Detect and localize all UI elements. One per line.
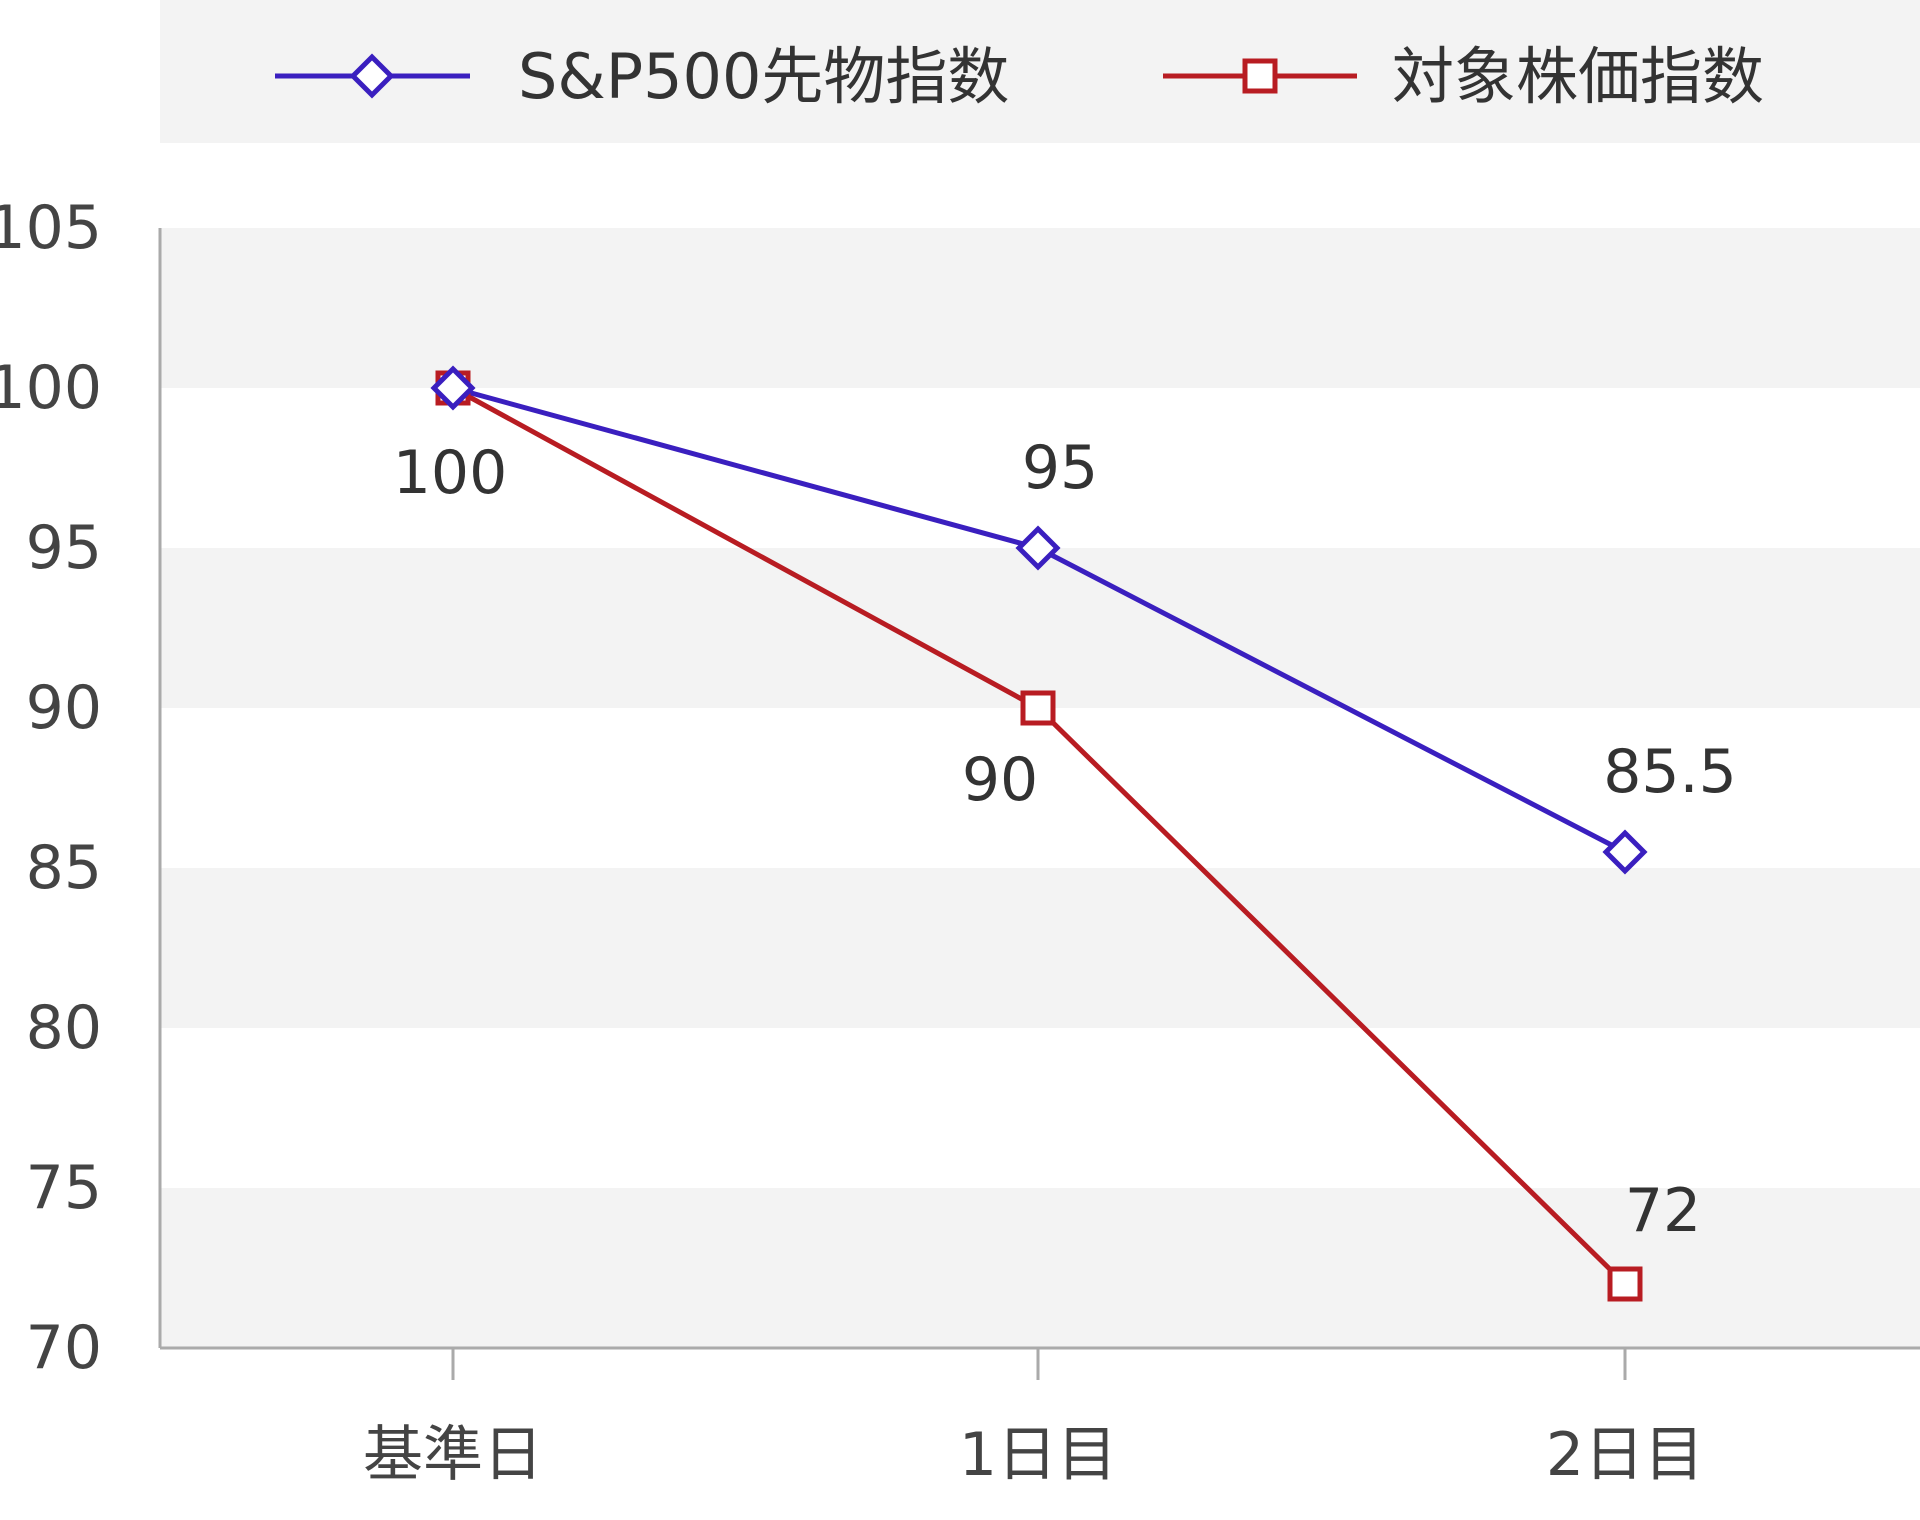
grid-band [160, 548, 1920, 708]
legend-label: 対象株価指数 [1392, 40, 1764, 113]
x-tick-labels: 基準日 1日目 2日目 [363, 1420, 1704, 1490]
data-label: 95 [1022, 433, 1098, 503]
legend-diamond-marker [349, 53, 395, 99]
series-markers [430, 365, 1648, 1302]
axes [158, 228, 1920, 1380]
grid-band [160, 868, 1920, 1028]
x-tick-label: 1日目 [959, 1420, 1117, 1490]
y-tick-label: 85 [26, 833, 102, 903]
square-marker [1607, 1266, 1643, 1302]
diamond-marker [1602, 829, 1648, 875]
y-tick-label: 100 [0, 353, 102, 423]
legend: S&P500先物指数 対象株価指数 [160, 0, 1920, 143]
y-tick-labels: 70 75 80 85 90 95 100 105 [0, 193, 102, 1383]
diamond-marker [430, 365, 476, 411]
data-label: 72 [1625, 1176, 1701, 1246]
data-labels: 95 85.5 100 90 72 [393, 433, 1737, 1246]
data-label: 85.5 [1603, 737, 1737, 807]
data-label: 90 [962, 745, 1038, 815]
legend-background [160, 0, 1920, 143]
grid-band [160, 228, 1920, 388]
y-tick-label: 80 [26, 993, 102, 1063]
x-tick-label: 基準日 [363, 1420, 543, 1490]
y-tick-label: 95 [26, 513, 102, 583]
diamond-marker [1015, 525, 1061, 571]
y-tick-label: 70 [26, 1313, 102, 1383]
y-tick-label: 105 [0, 193, 102, 263]
legend-label: S&P500先物指数 [518, 40, 1009, 113]
x-tick-label: 2日目 [1546, 1420, 1704, 1490]
legend-square-marker [1242, 58, 1278, 94]
data-label: 100 [393, 438, 508, 508]
square-marker [1020, 690, 1056, 726]
y-tick-label: 90 [26, 673, 102, 743]
y-tick-label: 75 [26, 1153, 102, 1223]
